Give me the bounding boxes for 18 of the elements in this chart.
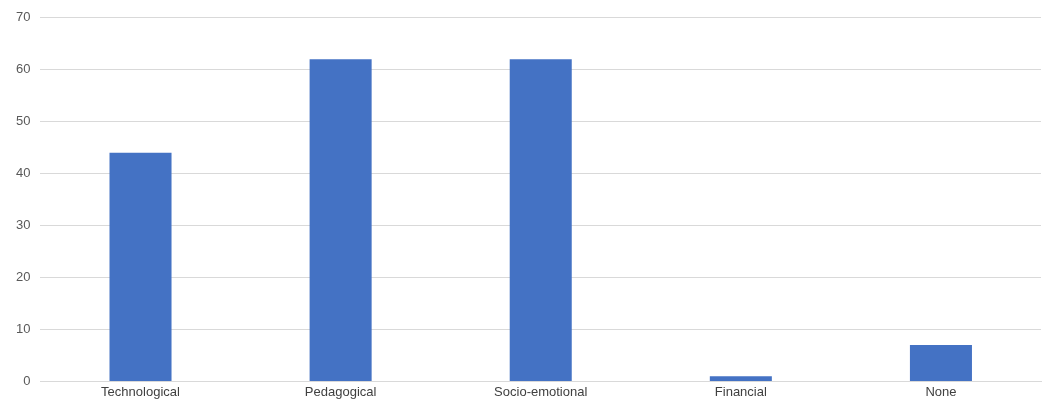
x-tick-label: Pedagogical (304, 383, 377, 399)
x-tick-label: Socio-emotional (494, 383, 588, 399)
bar (909, 345, 972, 381)
x-tick-label: Technological (101, 383, 181, 399)
y-tick-label: 50 (15, 113, 31, 129)
y-tick-label: 10 (15, 321, 31, 337)
y-tick-label: 20 (15, 269, 31, 285)
bar (509, 59, 572, 381)
y-tick-label: 70 (15, 9, 31, 25)
y-tick-label: 30 (15, 217, 31, 233)
bar (109, 152, 172, 381)
y-tick-label: 40 (15, 165, 31, 181)
y-tick-label: 0 (23, 372, 31, 388)
bar (709, 376, 772, 381)
x-tick-label: None (925, 383, 957, 399)
x-tick-label: Financial (714, 383, 767, 399)
bar (309, 59, 372, 381)
y-tick-label: 60 (15, 61, 31, 77)
